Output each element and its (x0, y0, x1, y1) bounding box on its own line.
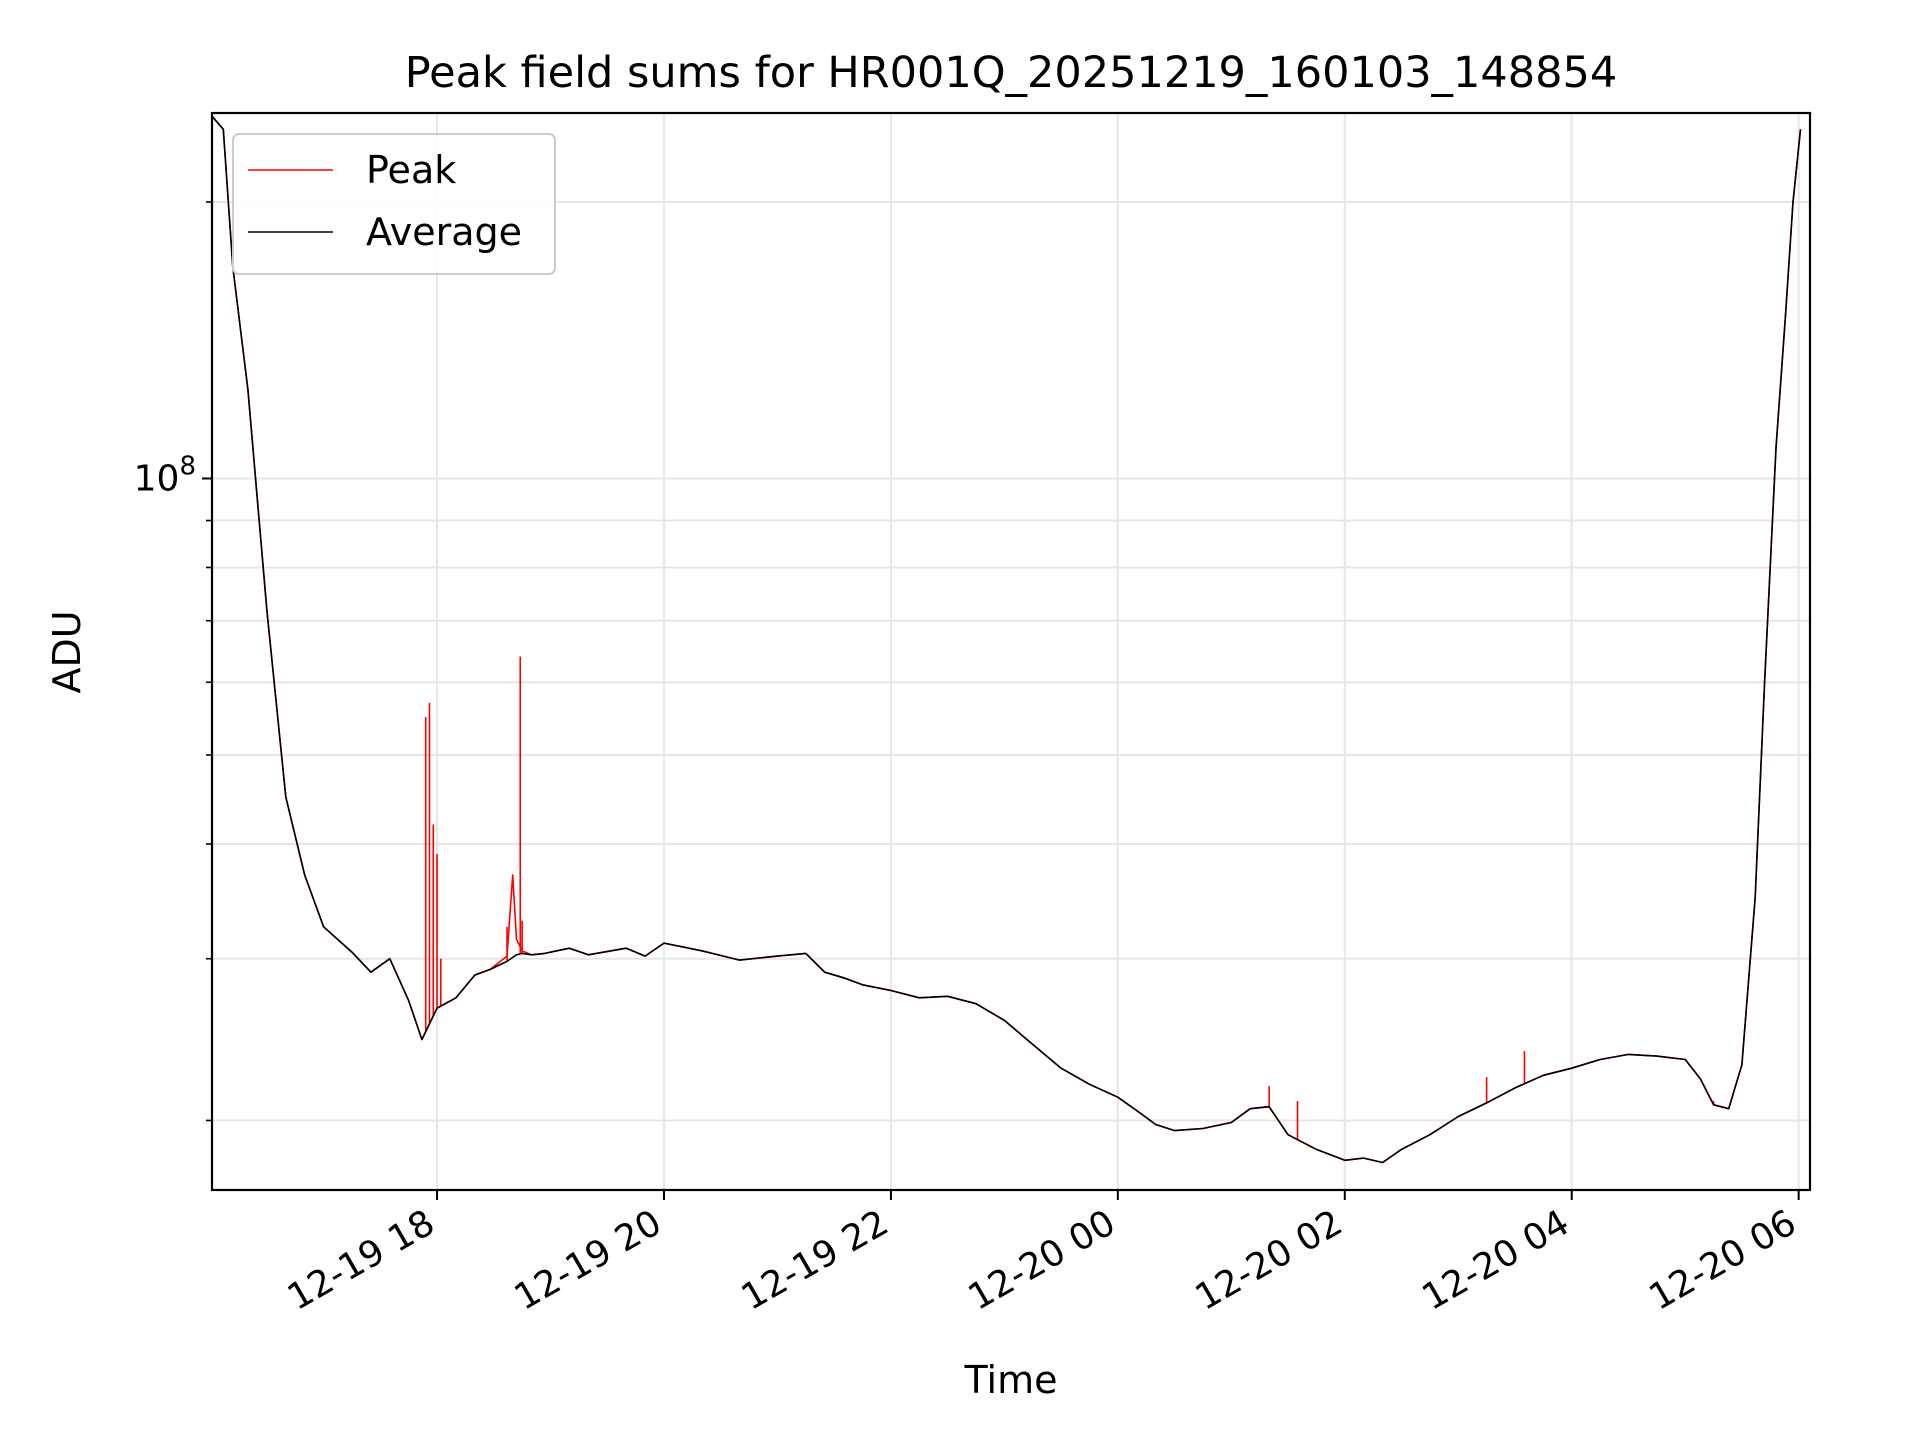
legend: Peak Average (232, 133, 556, 275)
grid (212, 113, 1810, 1190)
axes-frame (210, 111, 1812, 1192)
y-tick-label: 108 (134, 451, 196, 499)
legend-label-peak: Peak (366, 148, 456, 192)
peak-spikes (424, 656, 1715, 1140)
legend-box (232, 133, 556, 275)
legend-label-average: Average (366, 210, 522, 254)
y-axis-label: ADU (45, 610, 89, 693)
y-axis-ticks: 108 (134, 201, 212, 1122)
series-line-average (211, 115, 1802, 1164)
chart-title: Peak field sums for HR001Q_20251219_1601… (405, 48, 1617, 98)
x-axis-label: Time (964, 1358, 1058, 1402)
plot-series (211, 115, 1802, 1164)
